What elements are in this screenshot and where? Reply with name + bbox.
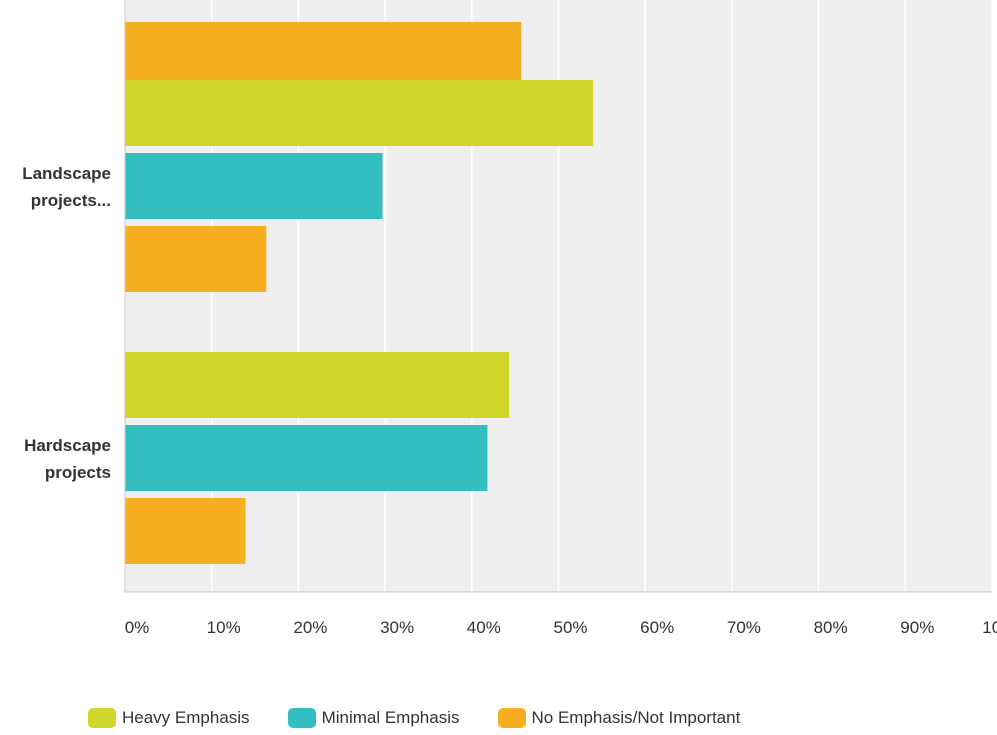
x-tick-label: 80%: [814, 618, 848, 637]
legend-label-heavy-emphasis: Heavy Emphasis: [122, 708, 250, 727]
x-tick-label: 40%: [467, 618, 501, 637]
bar: [125, 352, 510, 418]
bar: [125, 425, 488, 491]
legend-swatch-heavy-emphasis: [88, 708, 116, 728]
legend-label-minimal-emphasis: Minimal Emphasis: [321, 708, 460, 727]
x-tick-labels: 0% 10% 20% 30% 40% 50% 60% 70% 80% 90% 100%: [125, 618, 997, 637]
legend-label-no-emphasis: No Emphasis/Not Important: [531, 708, 741, 727]
bar: [125, 498, 246, 564]
category-label: projects: [45, 463, 111, 482]
bar: [125, 80, 594, 146]
legend-swatch-minimal-emphasis: [287, 708, 316, 728]
bars: [125, 22, 594, 564]
category-label: projects...: [31, 191, 111, 210]
category-label: Landscape: [22, 164, 111, 183]
x-tick-label: 50%: [553, 618, 587, 637]
bar: [125, 153, 383, 219]
bar: [125, 22, 522, 88]
x-tick-label: 100%: [982, 618, 997, 637]
legend-item-minimal-emphasis: Minimal Emphasis: [287, 708, 460, 728]
x-tick-label: 20%: [293, 618, 327, 637]
x-tick-label: 30%: [380, 618, 414, 637]
legend-item-no-emphasis: No Emphasis/Not Important: [497, 708, 741, 728]
x-tick-label: 90%: [900, 618, 934, 637]
category-labels: Landscape projects... Hardscape projects: [22, 164, 111, 482]
legend-item-heavy-emphasis: Heavy Emphasis: [88, 708, 250, 728]
legend: Heavy Emphasis Minimal Emphasis No Empha…: [88, 708, 778, 728]
category-label: Hardscape: [24, 436, 111, 455]
x-tick-label: 70%: [727, 618, 761, 637]
legend-swatch-no-emphasis: [497, 708, 526, 728]
bar: [125, 226, 267, 292]
x-tick-label: 10%: [207, 618, 241, 637]
x-tick-label: 0%: [125, 618, 150, 637]
x-tick-label: 60%: [640, 618, 674, 637]
